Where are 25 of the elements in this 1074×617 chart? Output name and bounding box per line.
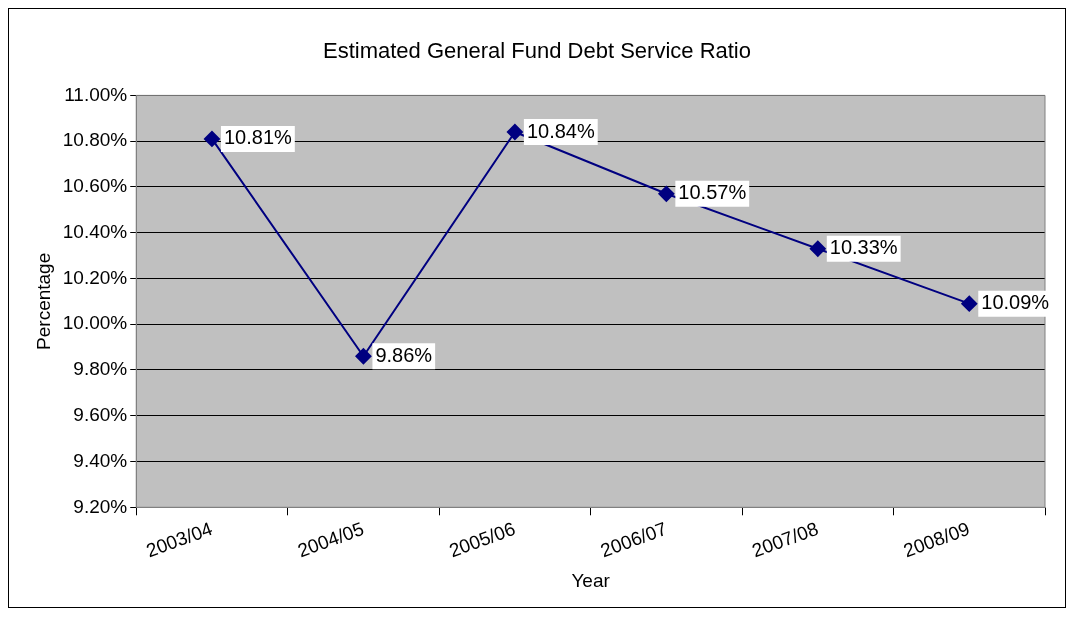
data-label: 10.81%	[223, 126, 293, 149]
x-axis-title: Year	[571, 569, 611, 591]
point	[355, 348, 372, 365]
point	[961, 295, 978, 312]
y-tick-label: 10.40%	[62, 220, 128, 242]
y-axis-title: Percentage	[32, 252, 54, 350]
y-tick-label: 10.20%	[62, 266, 128, 288]
data-label: 9.86%	[375, 343, 433, 366]
data-label: 10.84%	[526, 119, 595, 142]
point	[506, 124, 523, 141]
y-tick-label: 9.60%	[73, 403, 128, 425]
y-tick-label: 9.40%	[73, 449, 128, 471]
data-label: 10.33%	[829, 236, 898, 259]
y-tick-label: 9.20%	[73, 495, 128, 517]
y-tick-label: 10.00%	[62, 312, 128, 334]
point	[203, 130, 220, 147]
point	[809, 240, 826, 257]
y-tick-label: 9.80%	[73, 358, 128, 380]
data-label: 10.09%	[981, 291, 1050, 314]
point	[658, 185, 675, 202]
chart-title: Estimated General Fund Debt Service Ratio	[323, 38, 751, 64]
y-tick-label: 10.80%	[62, 129, 128, 151]
data-label: 10.57%	[678, 181, 747, 204]
y-tick-label: 10.60%	[62, 175, 128, 197]
y-tick-label: 11.00%	[64, 83, 128, 105]
